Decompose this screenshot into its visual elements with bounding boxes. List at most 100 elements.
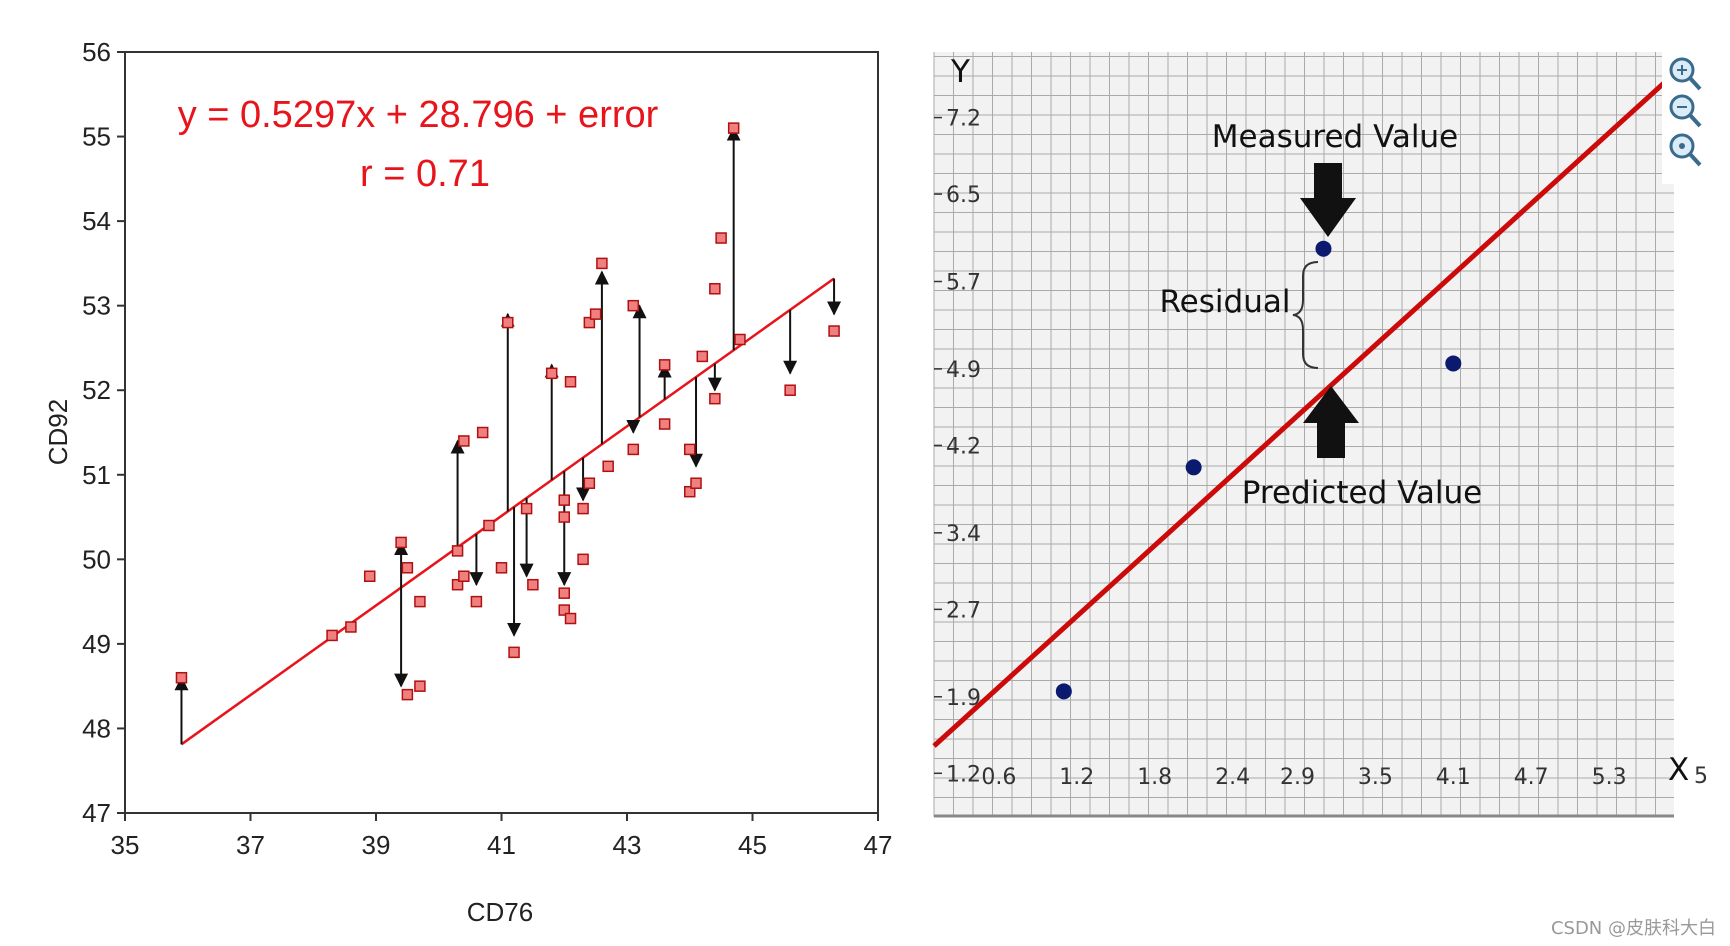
left-data-point [583, 477, 596, 489]
left-data-point [458, 435, 470, 447]
left-data-point [175, 671, 188, 684]
left-data-point [401, 688, 414, 701]
left-data-point [395, 536, 407, 549]
left-data-point [508, 646, 520, 659]
left-data-point [627, 443, 640, 456]
right-x-tick-label: 3.5 [1358, 765, 1393, 790]
left-y-tick-label: 53 [82, 291, 111, 321]
left-x-tick-label: 37 [236, 830, 265, 860]
left-y-tick-label: 50 [82, 544, 111, 574]
left-data-points [175, 122, 840, 701]
left-data-point [458, 570, 470, 582]
left-data-point [345, 621, 357, 633]
left-data-point [658, 359, 671, 371]
right-x-tick-label: 0.6 [981, 765, 1016, 790]
left-data-point [596, 257, 608, 270]
right-y-tick-label: 4.2 [946, 434, 981, 459]
left-data-point [658, 418, 671, 430]
left-x-tick-label: 39 [362, 830, 391, 860]
right-y-tick-label: 5.7 [946, 271, 981, 296]
right-x-extra-tick: 5 [1694, 764, 1708, 789]
correlation-coefficient: r = 0.71 [360, 153, 490, 195]
left-data-point [520, 502, 533, 515]
right-y-tick-label: 6.5 [946, 183, 981, 208]
right-x-tick-label: 2.4 [1215, 765, 1250, 790]
left-data-point [451, 578, 464, 591]
right-y-tick-label: 3.4 [946, 522, 981, 547]
left-data-point [483, 519, 495, 532]
residual-brace-icon [1292, 261, 1319, 369]
predicted-up-arrow-icon [1303, 386, 1359, 458]
left-data-point [577, 553, 589, 566]
left-x-tick-label: 47 [864, 830, 893, 860]
right-y-tick-label: 4.9 [946, 358, 981, 383]
left-data-point [502, 316, 514, 329]
measured-value-label: Measured Value [1212, 119, 1458, 155]
left-data-point [558, 604, 570, 616]
left-y-tick-label: 55 [82, 122, 111, 152]
left-data-point [564, 612, 577, 625]
right-grid [933, 52, 1674, 818]
left-residual-arrows [174, 126, 842, 745]
right-x-tick-label: 4.7 [1514, 765, 1549, 790]
left-data-point [709, 392, 721, 405]
left-x-tick-label: 45 [738, 830, 767, 860]
left-data-point [589, 308, 602, 320]
left-data-point [527, 578, 539, 591]
left-data-point [558, 511, 570, 523]
left-data-point [476, 426, 489, 439]
left-data-point [564, 376, 577, 388]
right-y-tick-label: 7.2 [946, 107, 981, 132]
measured-down-arrow-icon [1300, 163, 1356, 237]
right-x-tick-label: 5.3 [1592, 765, 1627, 790]
left-data-point [414, 680, 426, 692]
right-regression-line [932, 72, 1676, 748]
right-x-tick-label: 2.9 [1280, 765, 1315, 790]
zoom-in-icon[interactable] [1669, 57, 1702, 91]
right-y-tick-label: 1.2 [946, 762, 981, 787]
left-scatter-chart: 35 37 39 41 43 45 47 47 48 49 50 51 52 53 54 55 56 y = 0… [43, 37, 892, 927]
left-data-point [715, 232, 727, 244]
left-data-point [583, 316, 596, 329]
right-x-tick-label: 1.2 [1059, 765, 1094, 790]
right-x-axis-title: X [1668, 752, 1689, 788]
left-data-point [401, 562, 414, 574]
left-data-point [709, 283, 721, 295]
right-regression-line-segment [932, 72, 1676, 748]
right-data-point [1055, 683, 1072, 700]
left-data-point [602, 460, 614, 473]
left-y-tick-label: 47 [82, 798, 111, 828]
zoom-reset-icon[interactable] [1669, 133, 1702, 167]
right-axis-ticks: 0.6 1.2 1.8 2.4 2.9 3.5 4.1 4.7 5.31.21.92.73.44… [934, 107, 1627, 790]
zoom-out-icon[interactable] [1669, 94, 1702, 128]
left-y-tick-label: 51 [82, 460, 111, 490]
left-data-point [577, 502, 589, 515]
right-data-point [1315, 240, 1332, 257]
left-data-point [696, 350, 709, 363]
left-x-tick-label: 35 [111, 830, 140, 860]
left-y-tick-label: 49 [82, 629, 111, 659]
left-y-axis-title: CD92 [43, 399, 73, 465]
left-data-point [558, 587, 570, 599]
right-residual-chart: 0.6 1.2 1.8 2.4 2.9 3.5 4.1 4.7 5.31.21.92.73.44… [932, 52, 1708, 818]
left-data-point [326, 629, 338, 642]
left-y-tick-label: 52 [82, 375, 111, 405]
left-data-point [558, 494, 570, 506]
left-data-point [363, 570, 376, 582]
right-data-point [1185, 459, 1202, 476]
left-data-point [828, 325, 840, 337]
left-y-tick-label: 56 [82, 37, 111, 67]
left-data-point [734, 333, 746, 346]
left-y-tick-label: 54 [82, 206, 111, 236]
left-data-point [451, 545, 464, 557]
right-x-tick-label: 4.1 [1436, 765, 1471, 790]
left-data-point [784, 384, 796, 396]
right-y-tick-label: 2.7 [946, 598, 981, 623]
left-x-tick-label: 41 [487, 830, 516, 860]
left-data-point [470, 595, 483, 608]
left-data-point [690, 477, 702, 489]
left-data-point [495, 562, 508, 574]
right-y-axis-title: Y [950, 54, 970, 90]
left-data-point [545, 367, 558, 380]
